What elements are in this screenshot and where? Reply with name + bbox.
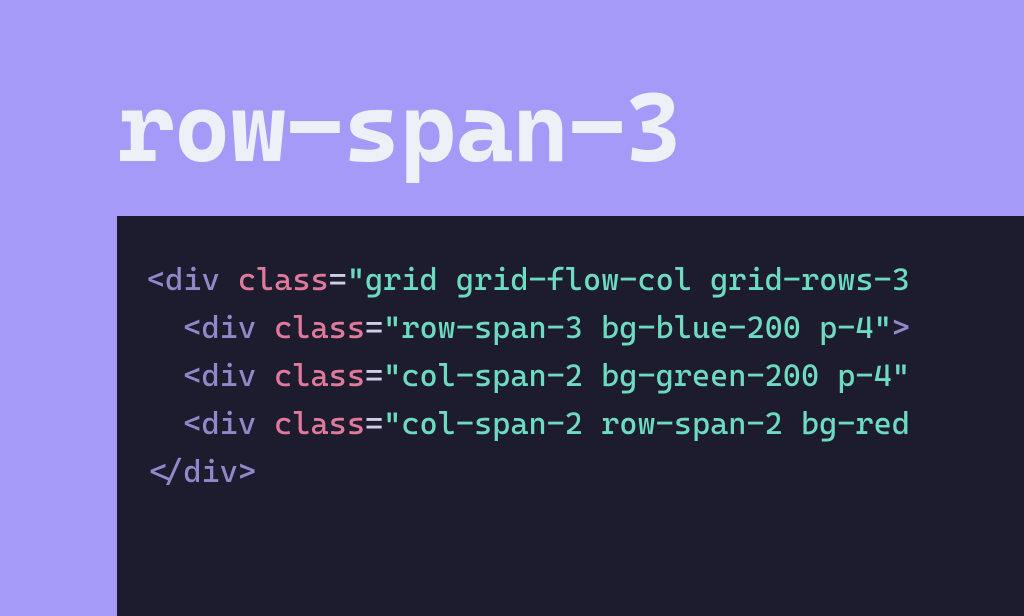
token-tag: <div — [183, 406, 256, 442]
token-space — [256, 310, 274, 346]
code-line: </div> — [147, 448, 1024, 496]
token-tag: <div — [147, 262, 220, 298]
code-line: <div class="row-span-3 bg-blue-200 p-4"> — [147, 304, 1024, 352]
token-indent — [147, 406, 183, 442]
code-panel: <div class="grid grid-flow-col grid-rows… — [117, 216, 1024, 616]
token-indent — [147, 358, 183, 394]
token-tag: </div> — [147, 454, 256, 490]
token-str: "grid grid-flow-col grid-rows-3 — [347, 262, 910, 298]
token-tag-close: > — [892, 310, 910, 346]
token-punct: = — [365, 310, 383, 346]
token-space — [220, 262, 238, 298]
code-line: <div class="col-span-2 row-span-2 bg-red — [147, 400, 1024, 448]
token-punct: = — [329, 262, 347, 298]
token-attr: class — [274, 358, 365, 394]
code-line: <div class="grid grid-flow-col grid-rows… — [147, 256, 1024, 304]
token-indent — [147, 310, 183, 346]
token-tag: <div — [183, 358, 256, 394]
token-attr: class — [238, 262, 329, 298]
token-punct: = — [365, 358, 383, 394]
page-title: row-span-3 — [117, 70, 681, 184]
token-str: "row-span-3 bg-blue-200 p-4" — [383, 310, 892, 346]
token-space — [256, 406, 274, 442]
token-attr: class — [274, 406, 365, 442]
token-str: "col-span-2 bg-green-200 p-4" — [383, 358, 910, 394]
code-line: <div class="col-span-2 bg-green-200 p-4" — [147, 352, 1024, 400]
token-attr: class — [274, 310, 365, 346]
token-space — [256, 358, 274, 394]
token-str: "col-span-2 row-span-2 bg-red — [383, 406, 910, 442]
token-tag: <div — [183, 310, 256, 346]
token-punct: = — [365, 406, 383, 442]
